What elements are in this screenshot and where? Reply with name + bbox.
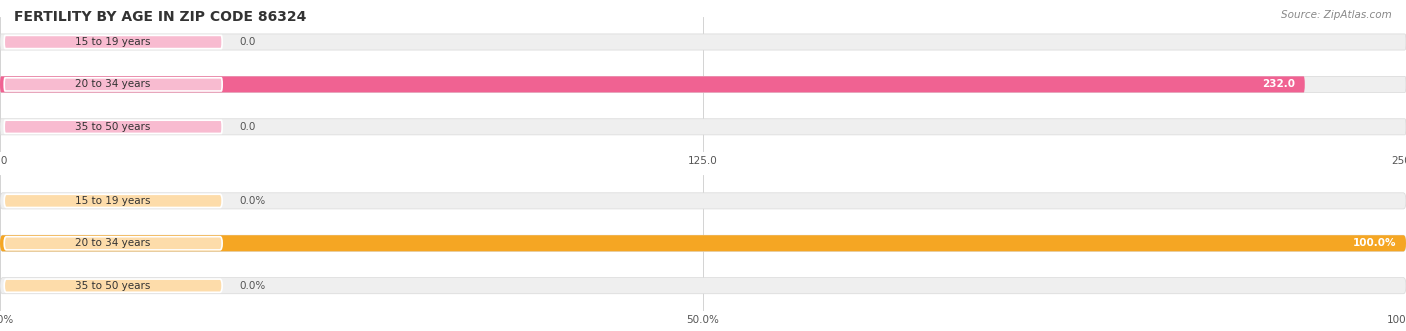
Text: 0.0: 0.0 (239, 122, 256, 132)
FancyBboxPatch shape (0, 34, 1406, 50)
Text: 35 to 50 years: 35 to 50 years (76, 122, 150, 132)
FancyBboxPatch shape (0, 76, 1406, 92)
Text: 0.0: 0.0 (239, 37, 256, 47)
FancyBboxPatch shape (0, 193, 1406, 209)
FancyBboxPatch shape (4, 35, 222, 49)
FancyBboxPatch shape (0, 119, 1406, 135)
Text: 15 to 19 years: 15 to 19 years (76, 196, 150, 206)
FancyBboxPatch shape (0, 278, 1406, 294)
Text: 0.0%: 0.0% (239, 281, 266, 291)
Text: 0.0%: 0.0% (239, 196, 266, 206)
Text: 35 to 50 years: 35 to 50 years (76, 281, 150, 291)
FancyBboxPatch shape (0, 235, 1406, 251)
Text: 100.0%: 100.0% (1353, 238, 1396, 248)
Text: Source: ZipAtlas.com: Source: ZipAtlas.com (1281, 10, 1392, 20)
FancyBboxPatch shape (0, 76, 1305, 92)
Text: 232.0: 232.0 (1263, 79, 1295, 89)
Text: 15 to 19 years: 15 to 19 years (76, 37, 150, 47)
FancyBboxPatch shape (4, 194, 222, 208)
Text: FERTILITY BY AGE IN ZIP CODE 86324: FERTILITY BY AGE IN ZIP CODE 86324 (14, 10, 307, 24)
Text: 20 to 34 years: 20 to 34 years (76, 79, 150, 89)
Text: 20 to 34 years: 20 to 34 years (76, 238, 150, 248)
FancyBboxPatch shape (4, 120, 222, 133)
FancyBboxPatch shape (4, 279, 222, 292)
FancyBboxPatch shape (0, 235, 1406, 251)
FancyBboxPatch shape (4, 78, 222, 91)
FancyBboxPatch shape (4, 237, 222, 250)
